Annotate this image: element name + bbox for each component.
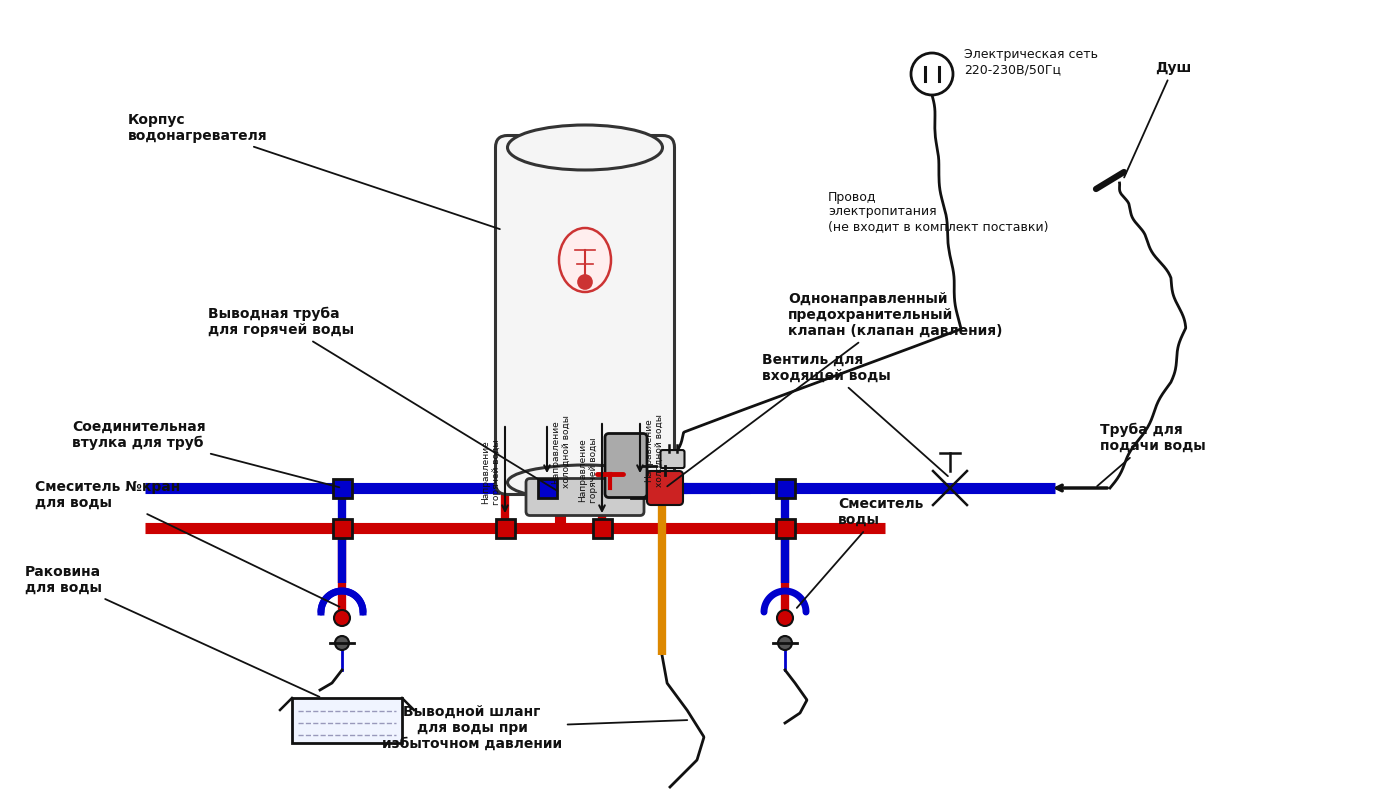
Text: Вентиль для
входящей воды: Вентиль для входящей воды — [763, 353, 948, 476]
FancyBboxPatch shape — [646, 471, 682, 505]
Bar — [631, 478, 649, 498]
Circle shape — [335, 636, 349, 650]
FancyBboxPatch shape — [495, 135, 674, 494]
Text: Смеситель
воды: Смеситель воды — [797, 497, 923, 608]
FancyBboxPatch shape — [526, 478, 644, 515]
FancyBboxPatch shape — [660, 450, 685, 468]
Circle shape — [334, 610, 350, 626]
Text: Направление
холодной воды: Направление холодной воды — [645, 414, 664, 487]
Circle shape — [778, 636, 792, 650]
Circle shape — [776, 610, 793, 626]
Bar — [775, 518, 794, 538]
Text: Направление
горячей воды: Направление горячей воды — [482, 439, 501, 505]
Circle shape — [911, 53, 954, 95]
Ellipse shape — [508, 465, 663, 500]
Bar — [332, 478, 352, 498]
Bar — [495, 518, 515, 538]
Text: Корпус
водонагревателя: Корпус водонагревателя — [127, 113, 500, 229]
Text: Направление
холодной воды: Направление холодной воды — [551, 415, 570, 489]
Ellipse shape — [559, 228, 610, 292]
Bar — [537, 478, 556, 498]
Text: Выводная труба
для горячей воды: Выводная труба для горячей воды — [208, 306, 558, 491]
Text: Направление
горячей воды: Направление горячей воды — [579, 438, 598, 503]
Text: Электрическая сеть
220-230В/50Гц: Электрическая сеть 220-230В/50Гц — [965, 48, 1098, 76]
Text: Раковина
для воды: Раковина для воды — [25, 565, 320, 697]
Ellipse shape — [508, 125, 663, 170]
Bar — [592, 518, 612, 538]
Text: Смеситель №кран
для воды: Смеситель №кран для воды — [35, 480, 339, 606]
Circle shape — [579, 275, 592, 289]
Text: Провод
электропитания
(не входит в комплект поставки): Провод электропитания (не входит в компл… — [828, 190, 1049, 234]
Bar — [332, 518, 352, 538]
Text: Труба для
подачи воды: Труба для подачи воды — [1098, 422, 1205, 486]
Text: Душ: Душ — [1124, 61, 1192, 178]
Text: Соединительная
втулка для труб: Соединительная втулка для труб — [72, 420, 339, 487]
FancyBboxPatch shape — [292, 698, 401, 743]
Bar — [775, 478, 794, 498]
Text: Однонаправленный
предохранительный
клапан (клапан давления): Однонаправленный предохранительный клапа… — [667, 292, 1002, 486]
FancyBboxPatch shape — [605, 434, 646, 498]
Text: Выводной шланг
для воды при
избыточном давлении: Выводной шланг для воды при избыточном д… — [382, 705, 688, 751]
